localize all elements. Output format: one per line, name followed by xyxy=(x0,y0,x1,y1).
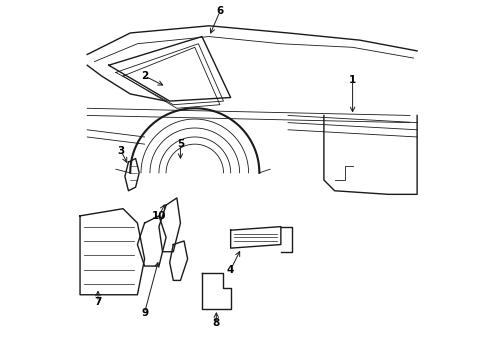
Text: 4: 4 xyxy=(227,265,234,275)
Text: 8: 8 xyxy=(213,319,220,328)
Text: 1: 1 xyxy=(349,75,356,85)
Text: 9: 9 xyxy=(141,308,148,318)
Text: 10: 10 xyxy=(152,211,166,221)
Text: 5: 5 xyxy=(177,139,184,149)
Text: 3: 3 xyxy=(118,146,125,156)
Text: 6: 6 xyxy=(216,6,223,17)
Text: 2: 2 xyxy=(141,71,148,81)
Text: 7: 7 xyxy=(94,297,101,307)
